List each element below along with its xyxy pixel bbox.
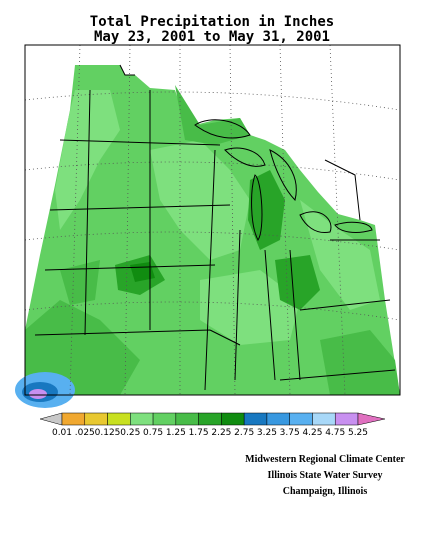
legend-label: 2.25 [211,428,231,438]
legend-label: 2.75 [234,428,254,438]
legend-label: 0.25 [120,428,140,438]
credit: Illinois State Water Survey [268,470,383,481]
legend-label: 0.75 [143,428,163,438]
legend-swatch [266,412,290,426]
legend-label: 3.25 [257,428,277,438]
legend-swatch [84,412,108,426]
legend-swatch [243,412,268,426]
title: Total Precipitation in Inches [90,14,334,30]
credit: Midwestern Regional Climate Center [245,454,405,465]
legend-swatch [175,412,199,426]
legend-swatch [334,412,359,426]
legend-label: 3.75 [280,428,300,438]
legend-arrow [357,412,386,426]
subtitle: May 23, 2001 to May 31, 2001 [94,29,330,45]
legend-label: 4.75 [325,428,345,438]
legend-label: .025 [75,428,95,438]
legend-swatch [152,412,177,426]
legend-label: 5.25 [348,428,368,438]
legend-swatch [130,412,154,426]
legend-swatch [107,412,131,426]
legend-swatch [221,412,245,426]
legend-label: 0.125 [95,428,121,438]
legend-swatch [61,412,86,426]
legend-swatch [289,412,313,426]
legend-label: 1.75 [189,428,209,438]
legend-swatch [312,412,336,426]
legend-label: 0.01 [52,428,72,438]
legend-label: 4.25 [302,428,322,438]
legend: 0.01.025 0.125 0.25 0.75 1.25 1.75 2.25 2.75 3.2… [39,412,386,438]
credit: Champaign, Illinois [283,486,368,497]
legend-label: 1.25 [166,428,186,438]
legend-swatch [198,412,222,426]
map [15,44,401,408]
